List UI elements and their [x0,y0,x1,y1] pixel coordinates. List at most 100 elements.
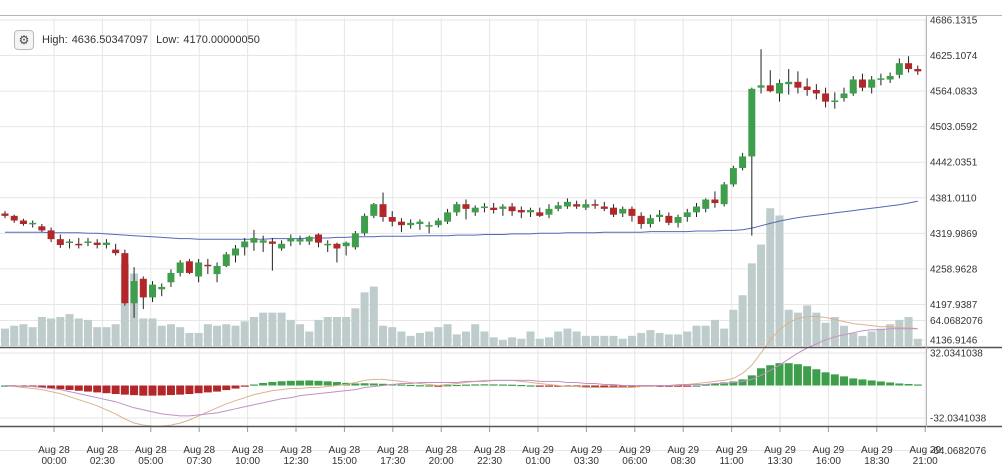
candle-body [794,81,802,88]
candle-body [591,204,599,206]
volume-bar [388,327,397,346]
volume-bar [600,335,609,346]
volume-bar [369,286,378,346]
volume-bar [342,317,351,346]
time-tick-date: Aug 28 [377,445,409,456]
macd-histogram-bar [166,385,175,396]
macd-histogram-bar [581,385,590,387]
macd-histogram-bar [710,383,719,386]
price-tick-label: 4381.0110 [930,193,977,204]
time-tick-date: Aug 28 [87,445,119,456]
candle-body [139,278,147,298]
volume-bar [683,331,692,346]
candle-body [333,243,341,249]
candle-body [444,212,452,222]
volume-bar [65,314,74,346]
candle-body [831,100,839,102]
macd-histogram-bar [886,382,895,386]
volume-bar [166,324,175,346]
candle-body [619,208,627,214]
candle-body [47,230,55,240]
macd-histogram-bar [379,383,388,386]
macd-histogram-bar [858,379,867,386]
macd-histogram-bar [93,385,102,393]
volume-bar [793,312,802,346]
time-tick-date: Aug 29 [716,445,748,456]
time-tick-time: 22:30 [477,456,502,467]
macd-histogram-bar [627,385,636,387]
macd-histogram-bar [332,382,341,386]
time-tick-time: 08:30 [671,456,696,467]
volume-bar [830,317,839,346]
candle-body [536,212,544,216]
candle-body [600,206,608,209]
macd-histogram-bar [830,374,839,386]
price-tick-label: 4686.1315 [930,16,978,27]
time-tick-time: 10:00 [235,456,260,467]
candle-body [10,215,18,221]
macd-histogram-bar [434,385,443,387]
candle-body [582,204,590,208]
macd-histogram-bar [83,385,92,392]
candle-body [102,242,110,245]
macd-histogram-bar [498,384,507,386]
volume-bar [332,317,341,346]
macd-histogram-bar [904,383,913,386]
price-tick-label: 4625.1074 [930,51,978,62]
volume-bar [148,318,157,346]
macd-histogram-bar [812,369,821,386]
macd-histogram-bar [729,381,738,386]
candle-body [554,205,562,209]
macd-histogram-bar [185,385,194,395]
candle-body [213,265,221,275]
macd-histogram-bar [674,385,683,387]
candle-body [628,208,636,216]
volume-bar [544,337,553,346]
candle-body [84,241,92,243]
volume-bar [139,318,148,346]
chart-frame [0,15,1002,428]
candle-body [499,206,507,209]
macd-histogram-bar [323,381,332,386]
volume-bar [222,324,231,346]
signal-line [5,328,918,417]
macd-histogram-bar [56,385,65,390]
candle-body [766,85,774,92]
volume-bar [176,327,185,346]
volume-bar [812,312,821,346]
volume-bar [157,325,166,346]
gear-icon[interactable]: ⚙ [14,30,34,50]
volume-bar [554,331,563,346]
volume-bar [803,305,812,346]
time-tick-time: 06:00 [622,456,647,467]
candle-body [361,215,369,234]
candle-body [416,221,424,225]
volume-bar [406,335,415,346]
candle-body [858,79,866,88]
time-tick-time: 01:00 [525,456,550,467]
macd-histogram-bar [259,382,268,386]
candle-body [259,240,267,243]
volume-bar [28,327,37,346]
time-tick-time: 02:30 [90,456,115,467]
macd-histogram-bar [591,385,600,387]
candle-body [204,264,212,267]
high-low-info: ⚙ High: 4636.50347097 Low: 4170.00000050 [14,30,268,50]
macd-histogram-bar [194,385,203,394]
price-axis: 4686.1315 4625.1074 4564.0833 4503.0592 4442… [930,16,978,347]
candle-body [268,241,276,244]
volume-bar [37,317,46,346]
moving-average [5,200,918,240]
candle-body [775,83,783,94]
macd-histogram-bar [231,385,240,389]
volume-bar [609,335,618,346]
volume-bar [425,331,434,346]
candle-body [822,93,830,102]
candle-body [121,253,129,304]
price-tick-label: 4197.9387 [930,300,978,311]
macd-histogram-bar [443,385,452,387]
volume-bar [886,324,895,346]
candle-body [877,78,885,80]
candle-body [185,261,193,273]
candle-body [508,206,516,212]
